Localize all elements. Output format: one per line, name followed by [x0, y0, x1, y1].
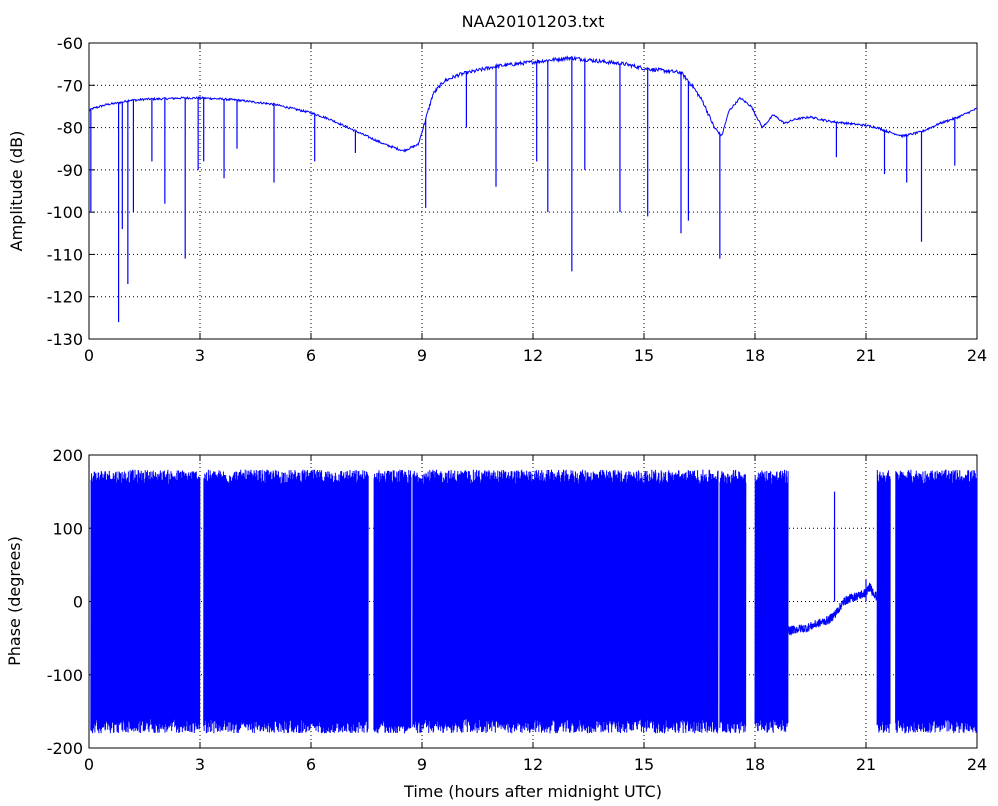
phase-y-tick-label: 200: [52, 446, 83, 465]
phase-series-layer: [90, 469, 978, 734]
phase-x-tick-label: 15: [634, 755, 654, 774]
amplitude-y-tick-label: -110: [47, 245, 83, 264]
phase-wrap-segment: [754, 469, 789, 733]
phase-y-tick-label: 0: [73, 593, 83, 612]
amplitude-x-tick-label: 18: [745, 346, 765, 365]
phase-tick-labels: 0 3 6 9 12 15 18 21 24 200 100 0 -100 -200: [47, 446, 987, 774]
phase-wrap-segment: [203, 469, 369, 734]
phase-x-tick-label: 0: [84, 755, 94, 774]
amplitude-series-layer: [88, 55, 978, 323]
amplitude-x-tick-label: 24: [967, 346, 987, 365]
phase-wrap-segment: [895, 469, 978, 734]
phase-wrap-segment: [373, 469, 412, 734]
phase-x-tick-label: 3: [195, 755, 205, 774]
amplitude-x-tick-label: 12: [523, 346, 543, 365]
phase-x-tick-label: 12: [523, 755, 543, 774]
amplitude-y-tick-label: -130: [47, 330, 83, 349]
chart-title: NAA20101203.txt: [462, 12, 605, 31]
amplitude-x-tick-label: 15: [634, 346, 654, 365]
phase-wrap-segment: [719, 469, 747, 734]
phase-wrap-segment: [876, 470, 891, 734]
amplitude-y-tick-label: -90: [57, 161, 83, 180]
amplitude-y-tick-label: -60: [57, 34, 83, 53]
phase-x-tick-label: 24: [967, 755, 987, 774]
amplitude-gridlines: [88, 42, 978, 340]
phase-x-tick-label: 18: [745, 755, 765, 774]
amplitude-x-tick-label: 0: [84, 346, 94, 365]
amplitude-x-tick-label: 21: [856, 346, 876, 365]
phase-panel: 0 3 6 9 12 15 18 21 24 200 100 0 -100 -200 Phase (deg…: [5, 446, 987, 801]
phase-x-tick-label: 9: [417, 755, 427, 774]
phase-x-axis-label: Time (hours after midnight UTC): [403, 782, 662, 801]
amplitude-y-tick-label: -120: [47, 288, 83, 307]
amplitude-y-tick-label: -100: [47, 203, 83, 222]
amplitude-y-axis-label: Amplitude (dB): [7, 131, 26, 252]
phase-wrap-segment: [412, 469, 719, 734]
amplitude-y-tick-label: -70: [57, 76, 83, 95]
phase-y-tick-label: -100: [47, 666, 83, 685]
phase-x-tick-label: 21: [856, 755, 876, 774]
amplitude-x-tick-label: 3: [195, 346, 205, 365]
amplitude-tick-labels: 0 3 6 9 12 15 18 21 24 -60 -70 -80 -90 -100 -110 -120 -1…: [47, 34, 987, 365]
phase-x-tick-label: 6: [306, 755, 316, 774]
amplitude-x-tick-label: 9: [417, 346, 427, 365]
amplitude-y-tick-label: -80: [57, 119, 83, 138]
amplitude-panel: 0 3 6 9 12 15 18 21 24 -60 -70 -80 -90 -100 -110 -120 -1…: [7, 12, 987, 365]
amplitude-line: [88, 55, 978, 153]
phase-wrap-segment: [90, 469, 201, 734]
phase-y-axis-label: Phase (degrees): [5, 536, 24, 666]
amplitude-x-tick-label: 6: [306, 346, 316, 365]
phase-y-tick-label: 100: [52, 519, 83, 538]
phase-y-tick-label: -200: [47, 739, 83, 758]
